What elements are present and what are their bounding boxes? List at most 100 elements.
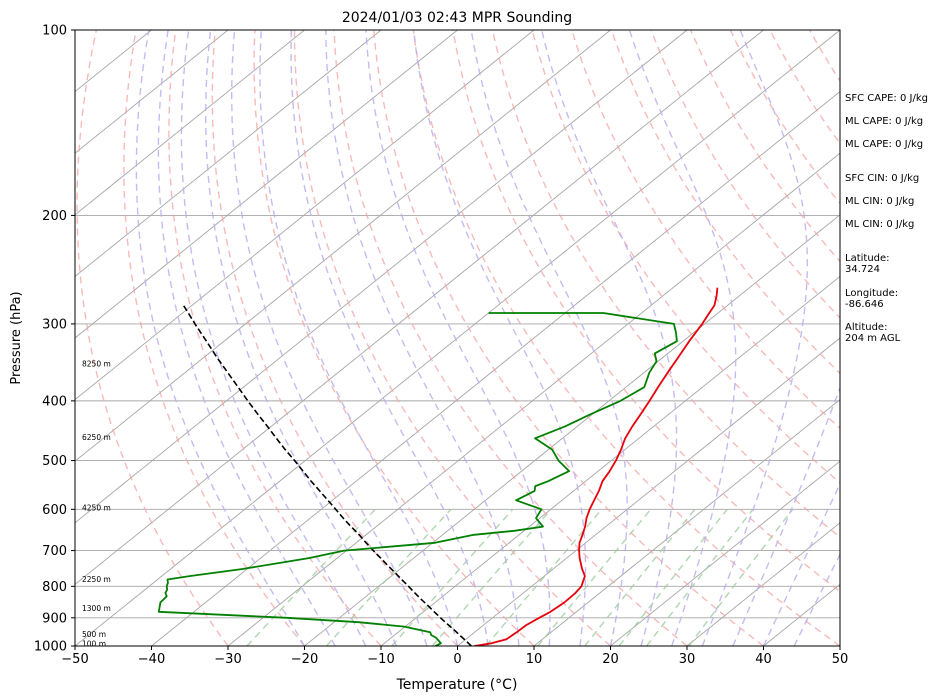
x-tick-label: 40: [755, 652, 772, 667]
height-label: 6250 m: [82, 433, 111, 442]
y-tick-label: 200: [42, 209, 67, 224]
y-tick-label: 300: [42, 317, 67, 332]
dry-adiabat-line: [452, 30, 840, 593]
mixing-ratio-line: [246, 508, 376, 646]
moist-adiabat-line: [180, 30, 367, 646]
moist-adiabat-line: [231, 30, 428, 646]
y-axis-ticks: 100 200 300 400 500 600 700 800 900 1000: [34, 24, 75, 655]
moist-adiabat-line: [325, 30, 520, 646]
x-tick-label: −30: [214, 652, 241, 667]
profile-lines: [157, 287, 719, 646]
dry-adiabat-line: [373, 30, 764, 646]
dry-adiabat-line: [168, 30, 382, 646]
moist-adiabat-line: [157, 30, 336, 646]
mixing-ratio-line: [688, 508, 794, 646]
mixing-ratio-line: [646, 508, 754, 646]
mixing-ratio-line: [325, 508, 452, 646]
height-label: 100 m: [82, 639, 106, 648]
dry-adiabat-line: [123, 30, 306, 646]
dry-adiabat-line: [491, 30, 840, 538]
isotherm-line: [75, 30, 458, 339]
y-tick-label: 800: [42, 580, 67, 595]
y-tick-label: 1000: [34, 640, 67, 655]
moist-adiabat-line: [470, 30, 628, 646]
height-label: 1300 m: [82, 604, 111, 613]
isotherm-line: [610, 460, 840, 646]
longitude-label: Longitude: -86.646: [845, 288, 899, 310]
ml-cape-label-2: ML CAPE: 0 J/kg: [845, 139, 924, 150]
moist-adiabat-line: [205, 30, 397, 646]
isotherm-line: [75, 30, 764, 585]
y-tick-label: 900: [42, 611, 67, 626]
dry-adiabat-line: [610, 30, 840, 375]
moist-adiabat-line: [259, 30, 459, 646]
sfc-cin-label: SFC CIN: 0 J/kg: [845, 173, 920, 184]
isotherm-line: [75, 30, 611, 462]
dry-adiabat-line: [76, 30, 229, 646]
height-label: 2250 m: [82, 575, 111, 584]
mixing-ratio-line: [537, 508, 652, 646]
ml-cape-label: ML CAPE: 0 J/kg: [845, 116, 924, 127]
height-label: 8250 m: [82, 360, 111, 369]
y-axis-label: Pressure (hPa): [9, 291, 24, 384]
dry-adiabat-lines: [76, 30, 947, 646]
latitude-label: Latitude: 34.724: [845, 253, 890, 275]
isotherm-line: [380, 275, 840, 646]
dry-adiabat-line: [929, 30, 947, 646]
moist-adiabat-line: [732, 385, 840, 646]
mixing-ratio-line: [391, 508, 514, 646]
moist-adiabat-line: [290, 30, 489, 646]
sfc-cape-label: SFC CAPE: 0 J/kg: [845, 93, 928, 104]
dry-adiabat-line: [253, 30, 535, 646]
x-tick-label: 20: [602, 652, 619, 667]
isotherm-line: [151, 91, 840, 646]
mixing-ratio-lines: [246, 508, 794, 646]
y-tick-label: 700: [42, 544, 67, 559]
isotherm-line: [75, 30, 382, 277]
isotherm-line: [686, 522, 840, 646]
x-tick-label: −20: [291, 652, 318, 667]
isobar-lines: [75, 214, 840, 619]
mixing-ratio-line: [618, 508, 728, 646]
x-axis-ticks: −50 −40 −30 −20 −10 0 10 20 30 40 50: [61, 646, 848, 667]
moist-adiabat-line: [701, 30, 808, 646]
ml-cin-label-2: ML CIN: 0 J/kg: [845, 219, 915, 230]
dry-adiabat-line: [293, 30, 611, 646]
x-tick-label: 0: [453, 652, 461, 667]
y-tick-label: 100: [42, 24, 67, 39]
height-label: 500 m: [82, 630, 106, 639]
altitude-label: Altitude: 204 m AGL: [845, 322, 901, 344]
dewpoint-line: [157, 312, 678, 646]
height-label: 4250 m: [82, 504, 111, 513]
x-tick-label: −10: [367, 652, 394, 667]
x-axis-label: Temperature (°C): [396, 677, 518, 693]
isotherm-line: [75, 30, 535, 401]
temperature-line: [474, 287, 719, 646]
dry-adiabat-line: [412, 30, 840, 646]
isotherm-line: [75, 30, 229, 154]
mixing-ratio-line: [485, 508, 603, 646]
chart-title: 2024/01/03 02:43 MPR Sounding: [342, 10, 572, 26]
x-tick-label: 30: [679, 652, 696, 667]
isotherm-line: [533, 399, 840, 646]
y-tick-label: 600: [42, 503, 67, 518]
x-tick-label: −40: [138, 652, 165, 667]
isotherm-line: [75, 30, 305, 216]
x-tick-label: 10: [526, 652, 543, 667]
x-tick-label: 50: [832, 652, 849, 667]
ml-cin-label: ML CIN: 0 J/kg: [845, 196, 915, 207]
moist-adiabat-line: [365, 30, 551, 646]
dry-adiabat-line: [333, 30, 688, 646]
moist-adiabat-line: [628, 30, 737, 646]
isotherm-line: [75, 30, 840, 646]
moist-adiabat-line: [135, 30, 306, 646]
y-tick-label: 500: [42, 454, 67, 469]
moist-adiabat-line: [793, 553, 840, 646]
dry-adiabat-line: [211, 30, 459, 646]
mixing-ratio-line: [431, 508, 552, 646]
moist-adiabat-line: [541, 30, 678, 646]
x-tick-label: −50: [61, 652, 88, 667]
